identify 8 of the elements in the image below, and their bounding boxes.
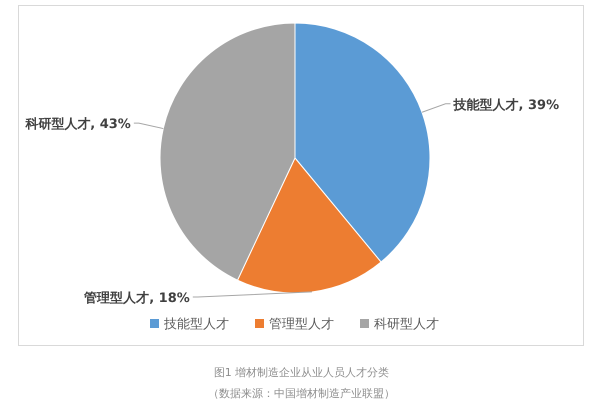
legend-label: 技能型人才 (163, 317, 229, 332)
data-label: 科研型人才, 43% (24, 117, 131, 132)
data-label: 管理型人才, 18% (83, 291, 190, 306)
caption: 图1 增材制造企业从业人员人才分类 (214, 366, 390, 379)
text: （数据来源：中国增材制造产业联盟） (208, 387, 395, 400)
legend-label: 科研型人才 (374, 317, 439, 332)
legend-label: 管理型人才 (269, 317, 334, 332)
data-label: 技能型人才, 39% (452, 96, 560, 113)
